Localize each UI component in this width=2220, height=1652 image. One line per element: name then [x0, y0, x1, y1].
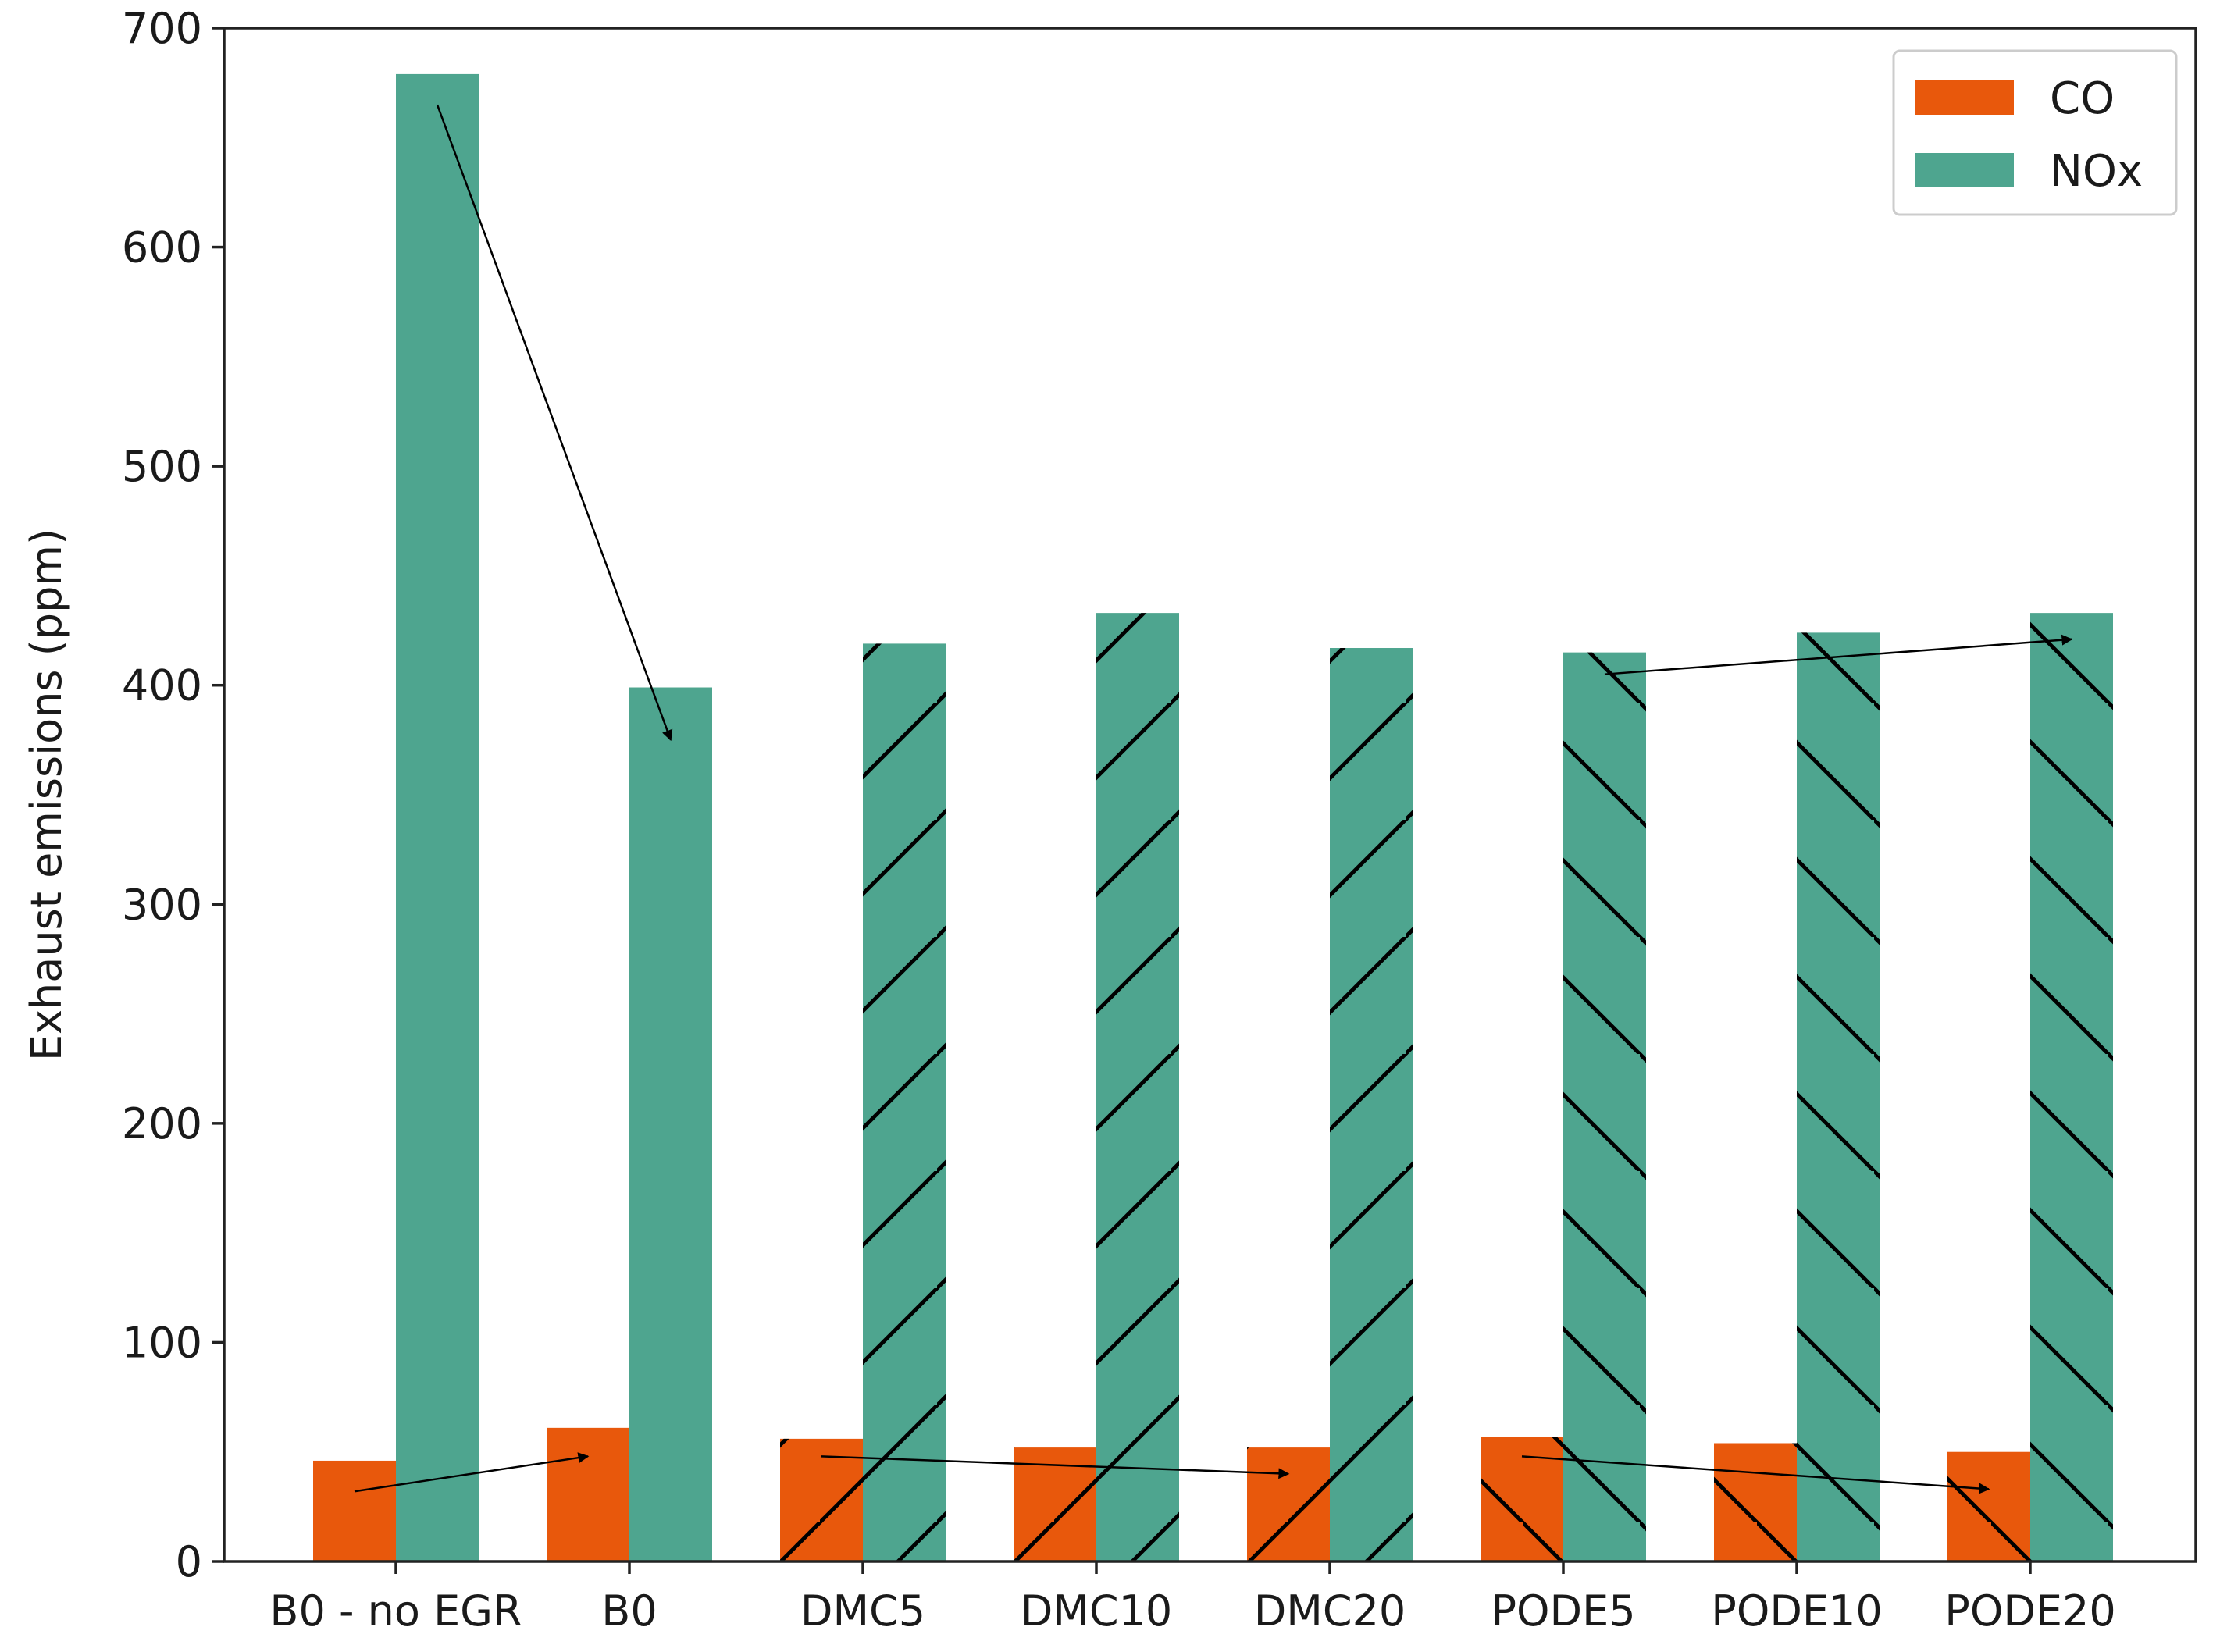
bar-hatch-co-5 — [1481, 1437, 1563, 1561]
legend-swatch-nox — [1915, 153, 2014, 187]
bar-hatch-co-6 — [1714, 1443, 1797, 1561]
annotation-arrow-3 — [1521, 1455, 1990, 1494]
legend-swatch-co — [1915, 80, 2014, 115]
bar-hatch-nox-3 — [1096, 613, 1179, 1561]
x-tick-label-b0: B0 — [601, 1586, 657, 1636]
x-tick-label-dmc10: DMC10 — [1021, 1586, 1173, 1636]
annotation-arrow-2 — [821, 1455, 1290, 1479]
bar-hatch-nox-6 — [1797, 632, 1880, 1561]
bar-co-b0-no-egr — [313, 1460, 396, 1561]
annotation-arrow-0 — [436, 104, 673, 742]
annotation-arrow-1 — [354, 1452, 590, 1493]
y-tick-label-400: 400 — [122, 661, 202, 710]
bar-hatch-nox-4 — [1330, 648, 1413, 1561]
x-tick-label-pode5: PODE5 — [1491, 1586, 1635, 1636]
bar-co-b0 — [547, 1427, 629, 1561]
bar-hatch-co-4 — [1247, 1447, 1330, 1561]
legend-label-nox: NOx — [2050, 146, 2143, 197]
y-tick-label-600: 600 — [122, 223, 202, 272]
legend: CO NOx — [1892, 49, 2178, 216]
y-tick-label-500: 500 — [122, 442, 202, 491]
x-tick-label-pode10: PODE10 — [1711, 1586, 1882, 1636]
x-tick-label-b0-no-egr: B0 - no EGR — [269, 1586, 522, 1636]
x-tick-label-dmc20: DMC20 — [1254, 1586, 1406, 1636]
bar-hatch-co-7 — [1947, 1451, 2030, 1561]
legend-label-co: CO — [2050, 73, 2115, 124]
y-axis-label: Exhaust emissions (ppm) — [22, 529, 71, 1061]
y-tick-label-0: 0 — [176, 1537, 202, 1586]
bar-hatch-nox-5 — [1563, 652, 1646, 1561]
plot-frame — [223, 27, 2197, 1563]
annotation-arrow-4 — [1604, 634, 2073, 675]
x-tick-label-dmc5: DMC5 — [800, 1586, 925, 1636]
y-tick-label-200: 200 — [122, 1099, 202, 1148]
y-tick-label-700: 700 — [122, 4, 202, 53]
bar-nox-b0 — [629, 687, 712, 1561]
bar-hatch-co-2 — [780, 1438, 863, 1561]
bar-nox-b0-no-egr — [396, 73, 479, 1561]
y-tick-label-300: 300 — [122, 880, 202, 929]
x-tick-label-pode20: PODE20 — [1944, 1586, 2115, 1636]
bar-hatch-nox-7 — [2030, 613, 2113, 1561]
y-tick-label-100: 100 — [122, 1318, 202, 1367]
bar-hatch-nox-2 — [863, 643, 946, 1561]
